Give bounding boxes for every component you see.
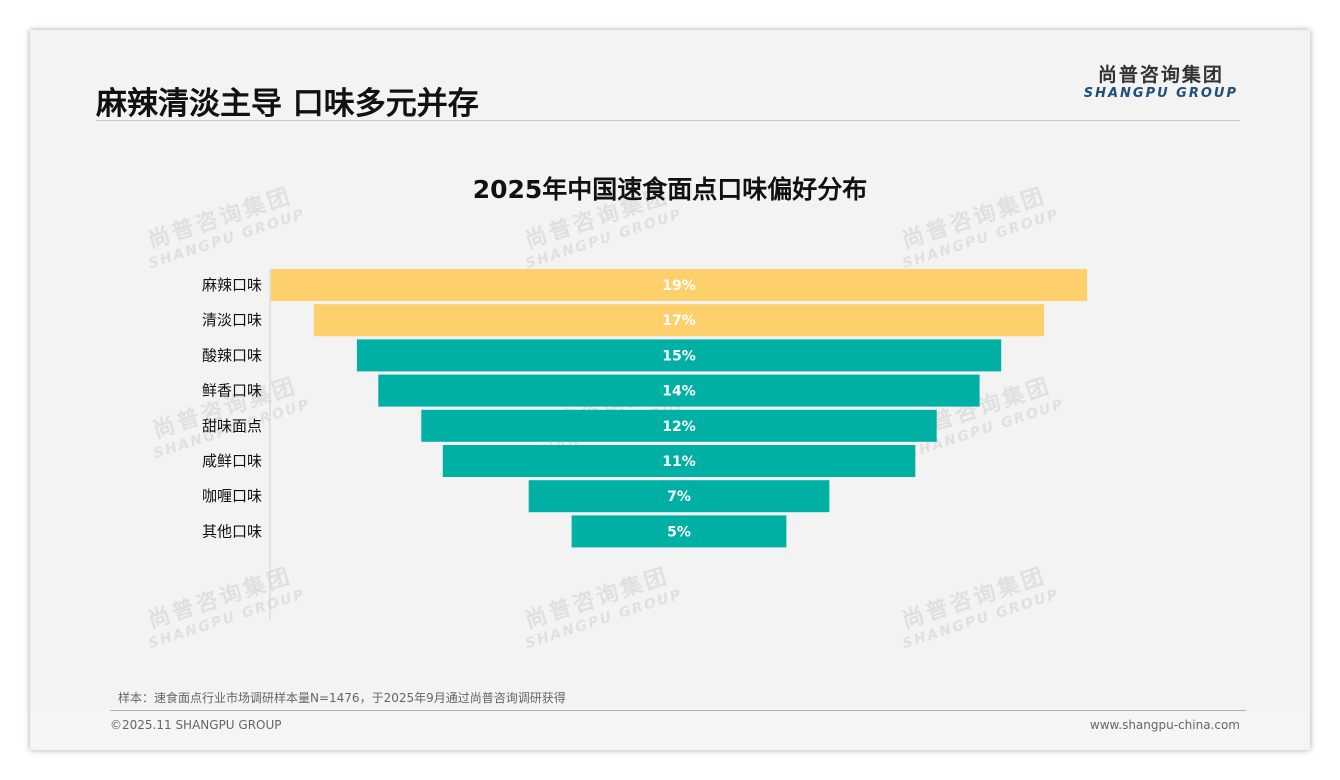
category-label-2: 清淡口味 — [202, 311, 262, 329]
footer-divider — [110, 710, 1246, 711]
bar-3 — [356, 339, 1002, 372]
data-label-2: 17% — [662, 313, 696, 329]
chart-title: 2025年中国速食面点口味偏好分布 — [472, 175, 868, 204]
data-label-3: 15% — [662, 348, 696, 364]
data-label-5: 12% — [662, 419, 696, 435]
title-divider — [96, 120, 1240, 121]
bar-7 — [528, 480, 830, 513]
data-label-4: 14% — [662, 384, 696, 400]
category-label-6: 咸鲜口味 — [202, 452, 262, 470]
category-label-4: 鲜香口味 — [202, 382, 262, 400]
copyright-text: ©2025.11 SHANGPU GROUP — [110, 718, 282, 732]
bar-2 — [313, 304, 1045, 337]
page-title: 麻辣清淡主导 口味多元并存 — [96, 86, 479, 122]
footer-band — [30, 711, 1310, 750]
funnel-bar-chart: 19% 麻辣口味 17% 清淡口味 15% 酸辣口味 14% 鲜香口味 12% 甜味面点 11% 咸鲜… — [202, 269, 1088, 620]
data-label-1: 19% — [662, 278, 696, 294]
category-label-8: 其他口味 — [202, 522, 262, 540]
bar-5 — [421, 409, 937, 442]
category-label-1: 麻辣口味 — [202, 276, 262, 294]
company-logo: 尚普咨询集团 SHANGPU GROUP — [1084, 64, 1238, 102]
category-label-7: 咖喱口味 — [202, 487, 262, 505]
data-label-8: 5% — [667, 524, 691, 540]
data-label-7: 7% — [667, 489, 691, 505]
sample-footnote: 样本：速食面点行业市场调研样本量N=1476，于2025年9月通过尚普咨询调研获… — [118, 691, 566, 705]
bar-6 — [442, 445, 916, 477]
bar-8 — [571, 515, 787, 548]
category-label-5: 甜味面点 — [202, 417, 262, 435]
slide: 尚普咨询集团 SHANGPU GROUP 尚普咨询集团 SHANGPU GROU… — [30, 30, 1310, 750]
category-label-3: 酸辣口味 — [202, 346, 262, 364]
website-text: www.shangpu-china.com — [1089, 718, 1240, 732]
logo-text-en: SHANGPU GROUP — [1083, 86, 1238, 101]
bar-1 — [271, 269, 1088, 301]
logo-text-cn: 尚普咨询集团 — [1097, 64, 1224, 86]
bar-4 — [378, 374, 980, 407]
data-label-6: 11% — [662, 454, 696, 470]
